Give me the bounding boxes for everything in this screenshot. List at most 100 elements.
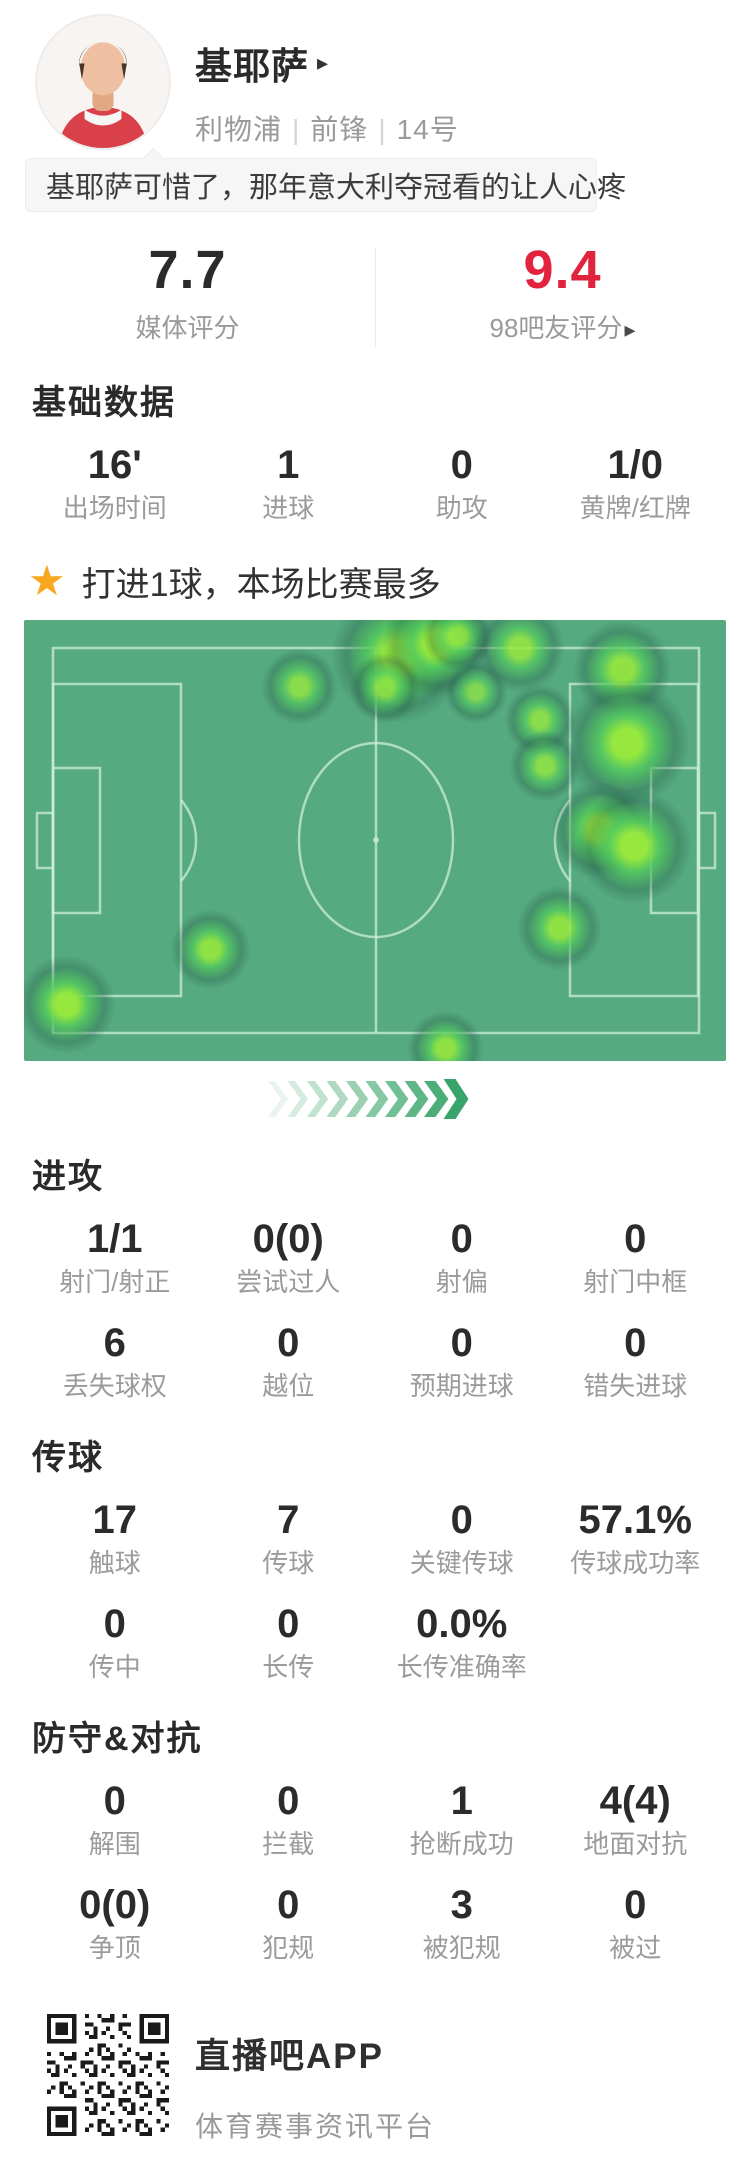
stat-label: 射偏	[435, 1267, 488, 1297]
player-position: 前锋	[310, 114, 369, 145]
stat-cell: 0 传中	[28, 1603, 202, 1681]
stat-cell: 1/0 黄牌/红牌	[549, 444, 723, 522]
stat-cell: 0 长传	[202, 1603, 376, 1681]
player-name-row[interactable]: 基耶萨 ▸	[195, 36, 459, 90]
stat-cell: 0 预期进球	[375, 1322, 549, 1400]
chevron-icon	[287, 1081, 309, 1117]
chevron-icon	[443, 1079, 469, 1119]
stat-value: 3	[450, 1883, 473, 1927]
stat-value: 0	[277, 1883, 300, 1927]
stat-label: 尝试过人	[236, 1267, 341, 1297]
stat-value: 0	[277, 1602, 300, 1646]
media-rating: 7.7 媒体评分	[0, 240, 375, 345]
stat-row: 17 触球 7 传球 0 关键传球 57.1% 传球成功率	[0, 1499, 750, 1577]
stat-label: 越位	[262, 1371, 315, 1401]
player-subtitle: 利物浦 | 前锋 | 14号	[195, 108, 459, 148]
stat-label: 射门中框	[583, 1267, 688, 1297]
stat-cell: 17 触球	[28, 1499, 202, 1577]
stat-cell: 6 丢失球权	[28, 1322, 202, 1400]
stat-value: 0	[624, 1217, 647, 1261]
stat-value: 6	[103, 1321, 126, 1365]
stat-cell: 16' 出场时间	[28, 444, 202, 522]
stat-cell: 3 被犯规	[375, 1884, 549, 1962]
stat-label: 犯规	[262, 1933, 315, 1963]
stat-cell: 0(0) 争顶	[28, 1884, 202, 1962]
stat-label: 拦截	[262, 1829, 315, 1859]
hot-comment-banner[interactable]: 基耶萨可惜了，那年意大利夺冠看的让人心疼	[25, 158, 626, 212]
player-identity: 基耶萨 ▸ 利物浦 | 前锋 | 14号	[195, 14, 459, 148]
stat-value: 16'	[87, 443, 142, 487]
stat-value: 0.0%	[416, 1602, 508, 1646]
stat-label: 抢断成功	[409, 1829, 514, 1859]
stat-value: 0	[624, 1883, 647, 1927]
stat-label: 传球成功率	[570, 1548, 701, 1578]
highlight-text: 打进1球，本场比赛最多	[81, 565, 441, 604]
stat-cell: 0 关键传球	[375, 1499, 549, 1577]
stat-cell: 0(0) 尝试过人	[202, 1218, 376, 1296]
stat-label: 被过	[609, 1933, 662, 1963]
star-icon: ★	[28, 557, 66, 604]
stat-cell: 0 犯规	[202, 1884, 376, 1962]
stat-value: 0	[103, 1602, 126, 1646]
section-title: 防守&对抗	[32, 1720, 203, 1758]
chevron-icon	[326, 1081, 349, 1117]
stat-cell: 7 传球	[202, 1499, 376, 1577]
stat-rows: 16' 出场时间 1 进球 0 助攻 1/0 黄牌/红牌	[0, 444, 750, 522]
section-passing: 传球 17 触球 7 传球 0 关键传球 57.1% 传球成功率 0 传中 0 长传 0.0% 长传准确率	[0, 1430, 750, 1681]
stat-label: 长传准确率	[396, 1652, 527, 1682]
chevron-icon	[307, 1081, 329, 1117]
stat-label: 预期进球	[409, 1371, 514, 1401]
stat-cell: 0 被过	[549, 1884, 723, 1962]
app-qr-code	[47, 2014, 169, 2136]
stat-value: 0	[277, 1779, 300, 1823]
stat-label: 触球	[88, 1548, 141, 1578]
player-name: 基耶萨	[195, 46, 309, 87]
app-footer: 直播吧APP 体育赛事资讯平台	[47, 2014, 750, 2165]
stat-rows: 0 解围 0 拦截 1 抢断成功 4(4) 地面对抗 0(0) 争顶 0 犯规 3 被犯规 0 被过	[0, 1780, 750, 1962]
stat-label: 传中	[88, 1652, 141, 1682]
fans-rating[interactable]: 9.4 98吧友评分▸	[375, 240, 750, 345]
fans-rating-arrow-icon: ▸	[624, 317, 636, 342]
stat-value: 0	[450, 1321, 473, 1365]
stat-value: 1	[450, 1779, 473, 1823]
stat-label: 丢失球权	[62, 1371, 167, 1401]
stat-label: 关键传球	[409, 1548, 514, 1578]
media-rating-value: 7.7	[148, 240, 227, 300]
stat-cell: 1 进球	[202, 444, 376, 522]
stat-value: 0	[624, 1321, 647, 1365]
app-name: 直播吧APP	[195, 2037, 384, 2076]
stat-cell: 0 解围	[28, 1780, 202, 1858]
stat-label: 射门/射正	[59, 1267, 171, 1297]
stat-value: 0(0)	[79, 1883, 151, 1927]
player-number: 14号	[396, 114, 459, 145]
stat-value: 0	[450, 1498, 473, 1542]
stat-label: 出场时间	[62, 493, 167, 523]
footer-text: 直播吧APP 体育赛事资讯平台	[195, 2014, 435, 2145]
highlight-row: ★ 打进1球，本场比赛最多	[28, 558, 750, 604]
player-avatar[interactable]	[35, 14, 171, 150]
stat-value: 0	[103, 1779, 126, 1823]
stat-value: 17	[92, 1498, 138, 1542]
stat-cell: 4(4) 地面对抗	[549, 1780, 723, 1858]
chevron-icon	[424, 1081, 449, 1117]
stat-label: 地面对抗	[583, 1829, 688, 1859]
stat-cell: 1/1 射门/射正	[28, 1218, 202, 1296]
section-title: 进攻	[32, 1158, 104, 1196]
stat-value: 1/1	[86, 1217, 143, 1261]
stat-label: 长传	[262, 1652, 315, 1682]
stat-cell: 0 错失进球	[549, 1322, 723, 1400]
stat-value: 0	[450, 443, 473, 487]
stat-cell: 0 越位	[202, 1322, 376, 1400]
section-title: 传球	[32, 1439, 104, 1477]
stat-value: 0	[277, 1321, 300, 1365]
stat-label: 进球	[262, 493, 315, 523]
stat-label: 争顶	[88, 1933, 141, 1963]
stat-cell: 0 助攻	[375, 444, 549, 522]
stat-row: 1/1 射门/射正 0(0) 尝试过人 0 射偏 0 射门中框	[0, 1218, 750, 1296]
stat-value: 57.1%	[578, 1498, 692, 1542]
section-attack: 进攻 1/1 射门/射正 0(0) 尝试过人 0 射偏 0 射门中框 6 丢失球权 0 越位 0 预期进球…	[0, 1149, 750, 1400]
stat-value: 4(4)	[599, 1779, 671, 1823]
player-team: 利物浦	[195, 114, 283, 145]
chevron-icon	[365, 1081, 389, 1117]
